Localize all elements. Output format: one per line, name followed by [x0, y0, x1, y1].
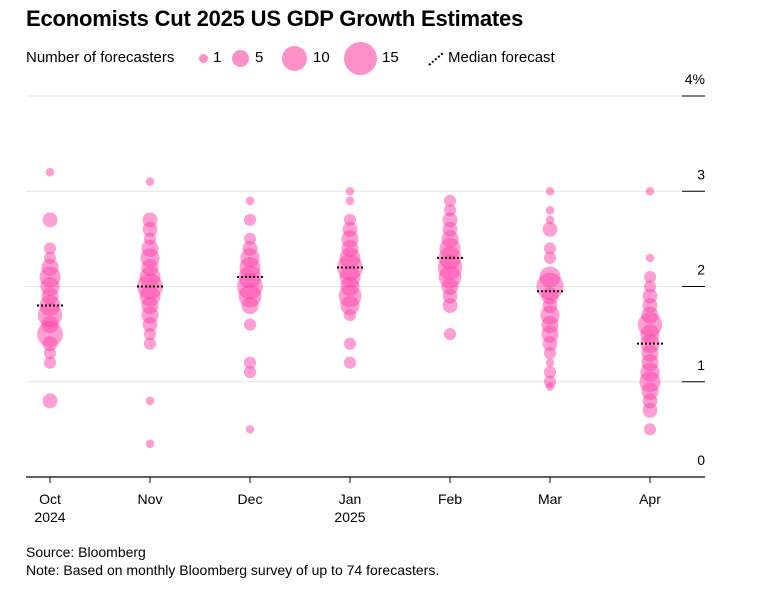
x-tick-label-3: Jan [339, 491, 362, 507]
bubble-oct-13 [43, 347, 57, 360]
bubble-jan-1 [345, 196, 355, 206]
footer: Source: Bloomberg Note: Based on monthly… [26, 543, 439, 579]
x-tick-label-6: Apr [639, 491, 661, 507]
bubble-mar-4 [543, 242, 557, 255]
bubble-oct-14 [43, 356, 57, 369]
legend-size-15: 15 [382, 49, 399, 66]
bubble-mar-1 [545, 206, 555, 215]
bubble-nov-15 [145, 396, 155, 406]
bubble-dec-12 [243, 366, 257, 379]
bubble-apr-16 [642, 402, 658, 418]
y-tick-label-4: 4% [685, 71, 705, 87]
bubble-jan-14 [343, 356, 357, 369]
x-tick-label-0: Oct [39, 491, 61, 507]
bubble-oct-12 [42, 336, 58, 352]
bubble-apr-2 [643, 270, 657, 284]
legend-dot-1 [199, 54, 208, 63]
legend-dot-5 [232, 50, 249, 67]
y-tick-label-0: 0 [697, 452, 705, 468]
legend-size-label: Number of forecasters [26, 49, 175, 66]
bubble-mar-15 [545, 358, 555, 368]
x-tick-label-1: Nov [138, 491, 163, 507]
bubble-dec-1 [243, 213, 257, 226]
bubble-mar-5 [543, 251, 557, 265]
legend-size-1: 1 [213, 49, 222, 66]
x-tick-sublabel-3: 2025 [334, 509, 365, 525]
source-note: Source: Bloomberg [26, 544, 146, 560]
bubble-jan-0 [345, 186, 355, 196]
bubble-oct-15 [42, 393, 58, 409]
legend-median-label: Median forecast [448, 49, 555, 66]
bubble-nov-14 [143, 337, 157, 350]
bubble-nov-2 [142, 221, 158, 237]
bubble-apr-17 [643, 423, 657, 436]
bubble-oct-1 [42, 212, 58, 228]
bubble-dec-9 [241, 296, 259, 315]
legend-size-5: 5 [255, 49, 264, 66]
footnote: Note: Based on monthly Bloomberg survey … [26, 562, 440, 578]
bubble-mar-18 [545, 382, 555, 391]
y-tick-label-2: 2 [697, 262, 705, 278]
x-tick-label-2: Dec [238, 491, 263, 507]
bubble-mar-16 [543, 366, 557, 379]
bubble-nov-0 [145, 177, 155, 187]
x-tick-label-4: Feb [438, 491, 462, 507]
bubble-jan-11 [340, 295, 360, 316]
legend-dot-15 [344, 42, 377, 75]
bubble-apr-1 [645, 253, 655, 263]
bubble-feb-11 [442, 298, 458, 313]
bubble-nov-16 [145, 439, 155, 448]
bubble-mar-0 [545, 186, 555, 196]
legend-median-icon [428, 52, 444, 66]
bubble-apr-0 [645, 186, 655, 196]
bubble-nov-12 [142, 317, 158, 333]
bubble-jan-12 [343, 308, 357, 322]
chart-title: Economists Cut 2025 US GDP Growth Estima… [26, 6, 524, 31]
legend-size-10: 10 [313, 49, 330, 66]
x-tick-label-5: Mar [538, 491, 562, 507]
bubble-dec-11 [243, 356, 257, 369]
bubble-oct-2 [43, 242, 57, 255]
legend-dot-10 [282, 46, 307, 71]
bubble-oct-0 [45, 167, 55, 177]
y-tick-label-3: 3 [697, 166, 705, 182]
bubble-dec-0 [245, 196, 255, 206]
bubble-feb-12 [443, 328, 457, 341]
bubble-mar-13 [542, 336, 558, 352]
bubble-dec-13 [245, 425, 255, 434]
y-tick-label-1: 1 [697, 357, 705, 373]
bubble-mar-2 [545, 215, 555, 225]
x-tick-sublabel-0: 2024 [34, 509, 65, 525]
bubble-jan-13 [343, 337, 357, 350]
bubble-dec-10 [243, 318, 257, 331]
bubble-mar-14 [543, 347, 557, 360]
bubble-nov-13 [143, 328, 157, 341]
bubble-mar-3 [542, 221, 558, 237]
bubble-feb-0 [443, 194, 457, 207]
